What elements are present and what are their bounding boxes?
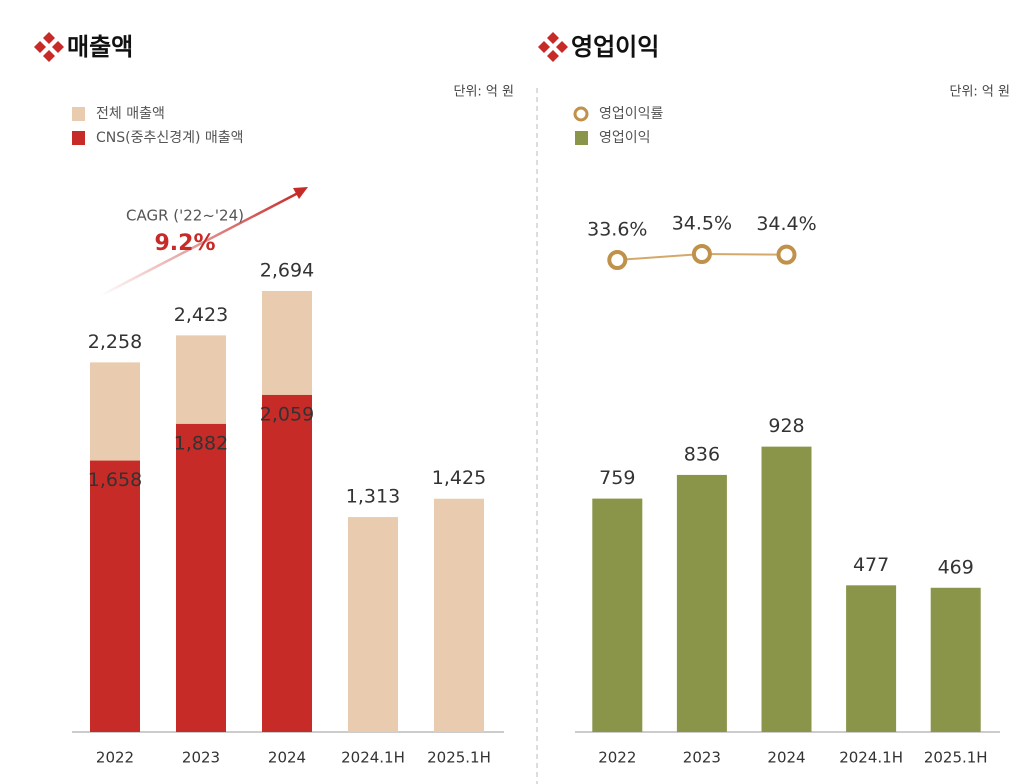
legend-label: 영업이익률	[599, 106, 664, 122]
legend-label: 전체 매출액	[96, 106, 165, 122]
bar	[930, 587, 981, 732]
data-label: 2,694	[260, 260, 314, 282]
title-icon	[43, 32, 55, 44]
x-tick-label: 2023	[182, 749, 220, 767]
bar	[348, 517, 398, 732]
data-label: 1,425	[432, 467, 486, 489]
line-point	[776, 244, 797, 265]
bar	[761, 446, 812, 732]
data-label: 1,882	[174, 432, 228, 454]
data-label: 836	[684, 443, 720, 465]
line-point	[607, 250, 628, 270]
data-label: 33.6%	[587, 219, 647, 241]
bar	[676, 474, 727, 732]
x-tick-label: 2024.1H	[839, 749, 903, 767]
bar	[592, 498, 643, 732]
x-tick-label: 2025.1H	[924, 749, 988, 767]
x-tick-label: 2022	[598, 749, 636, 767]
x-tick-label: 2025.1H	[427, 749, 491, 767]
cagr-arrow-head	[293, 187, 308, 199]
title-icon	[556, 41, 568, 53]
unit-label: 단위: 억 원	[454, 85, 515, 100]
bar	[846, 585, 897, 732]
chart-title: 영업이익	[571, 33, 659, 61]
legend-marker	[72, 107, 85, 121]
x-tick-label: 2023	[683, 749, 721, 767]
x-tick-label: 2024	[767, 749, 805, 767]
legend-marker	[575, 131, 588, 145]
data-label: 469	[938, 556, 974, 578]
data-label: 2,258	[88, 331, 142, 353]
x-tick-label: 2024.1H	[341, 749, 405, 767]
cagr-label: CAGR ('22~'24)	[126, 207, 244, 225]
data-label: 34.4%	[756, 213, 816, 235]
chart-title: 매출액	[67, 33, 133, 61]
data-label: 1,313	[346, 486, 400, 508]
title-icon	[52, 41, 64, 53]
legend-marker	[72, 131, 85, 145]
data-label: 2,059	[260, 403, 314, 425]
legend-marker	[573, 106, 589, 122]
data-label: 477	[853, 554, 889, 576]
x-tick-label: 2024	[268, 749, 306, 767]
bar	[262, 394, 312, 732]
data-label: 759	[599, 467, 635, 489]
title-icon	[43, 50, 55, 62]
title-icon	[538, 41, 550, 53]
data-label: 928	[768, 415, 804, 437]
title-icon	[34, 41, 46, 53]
unit-label: 단위: 억 원	[950, 85, 1011, 100]
title-icon	[547, 50, 559, 62]
data-label: 2,423	[174, 304, 228, 326]
title-icon	[547, 32, 559, 44]
bar	[434, 498, 484, 732]
cagr-value: 9.2%	[154, 231, 215, 256]
bar	[176, 423, 226, 732]
data-label: 34.5%	[672, 213, 732, 235]
data-label: 1,658	[88, 469, 142, 491]
x-tick-label: 2022	[96, 749, 134, 767]
legend-label: CNS(중추신경계) 매출액	[96, 130, 244, 146]
bar	[90, 460, 140, 732]
cagr-arrow	[99, 190, 301, 298]
line-point	[691, 244, 712, 264]
legend-label: 영업이익	[599, 130, 651, 146]
